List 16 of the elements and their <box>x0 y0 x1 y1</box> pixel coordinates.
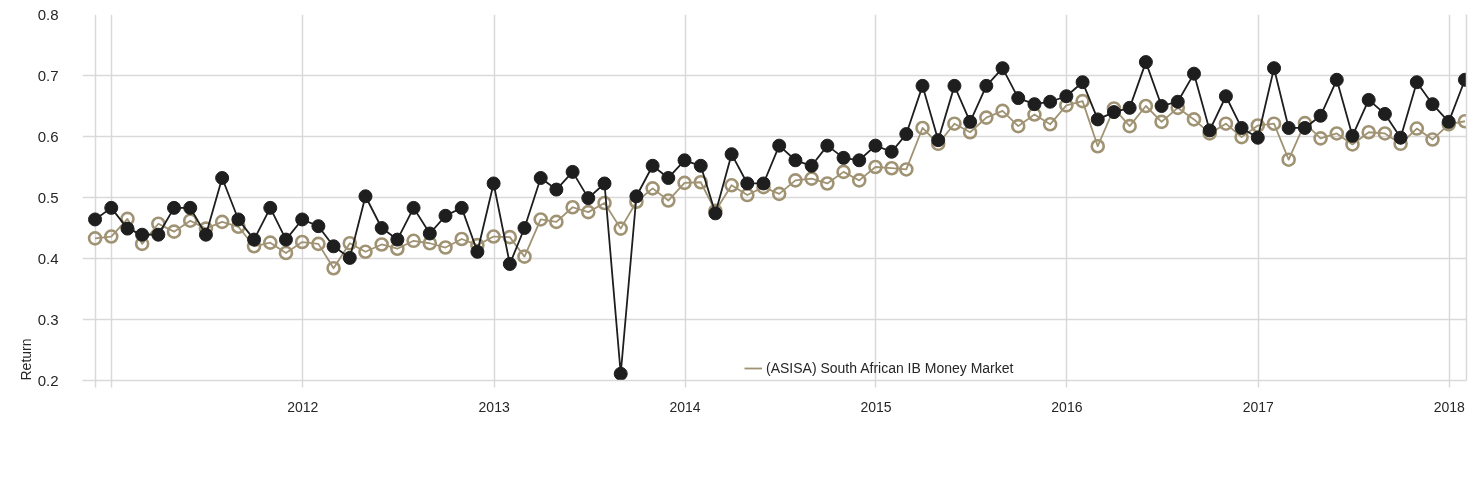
x-tick-label: 2015 <box>860 398 892 415</box>
x-tick-label: 2012 <box>287 398 319 415</box>
y-tick-label: 0.4 <box>37 249 59 267</box>
y-tick-label: 0.7 <box>37 66 59 84</box>
x-tick-label: 2016 <box>1051 398 1083 415</box>
legend-label: (ASISA) South African IB Money Market <box>766 360 1014 376</box>
y-tick-label: 0.3 <box>37 310 59 328</box>
x-tick-label: 2013 <box>478 398 510 415</box>
x-tick-label: 2017 <box>1242 398 1275 415</box>
y-tick-label: 0.8 <box>37 5 59 23</box>
y-tick-label: 0.2 <box>37 371 59 389</box>
y-tick-label: 0.6 <box>37 127 59 145</box>
y-axis-title: Return <box>17 338 34 381</box>
x-tick-label: 2014 <box>669 398 701 415</box>
y-tick-label: 0.5 <box>37 188 59 206</box>
x-tick-label: 2018 <box>1433 398 1466 415</box>
